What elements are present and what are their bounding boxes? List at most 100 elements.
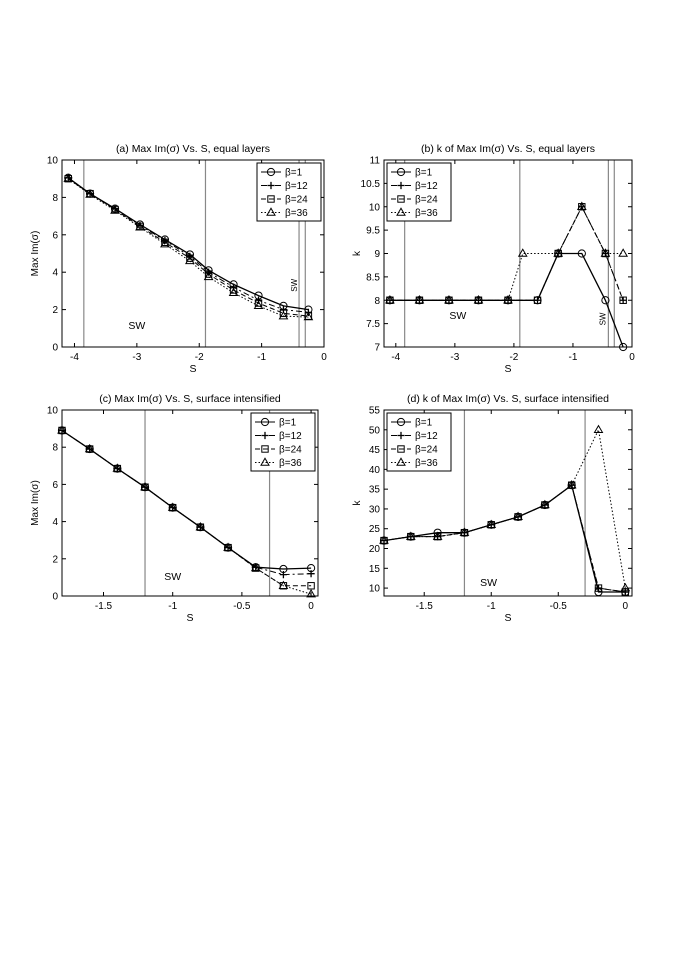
data-point	[487, 521, 495, 529]
y-tick-label: 0	[52, 343, 58, 354]
legend-label: β=24	[285, 195, 308, 206]
chart-panel: (c) Max Im(σ) Vs. S, surface intensified…	[30, 393, 319, 624]
y-tick-label: 10	[47, 406, 59, 417]
data-point	[167, 502, 178, 511]
y-tick-label: 7	[374, 343, 380, 354]
data-point	[566, 479, 577, 489]
data-point	[185, 255, 195, 265]
data-point	[459, 527, 470, 536]
y-axis-label: k	[352, 250, 363, 256]
y-tick-label: 55	[369, 406, 381, 417]
legend-label: β=1	[279, 418, 297, 429]
x-tick-label: -0.5	[233, 601, 251, 612]
region-annotation: SW	[480, 577, 497, 589]
data-point	[112, 463, 123, 472]
legend-marker	[396, 457, 406, 466]
y-tick-label: 35	[369, 485, 381, 496]
y-tick-label: 6	[52, 230, 58, 241]
legend-marker	[261, 431, 269, 440]
series-line	[389, 205, 624, 301]
x-axis-label: S	[504, 612, 511, 624]
series-line	[384, 484, 626, 593]
data-point	[553, 248, 564, 257]
legend: β=1 β=12 β=24 β=36	[386, 412, 452, 472]
data-point	[303, 311, 314, 321]
legend-label: β=12	[285, 181, 308, 192]
y-tick-label: 15	[369, 564, 381, 575]
legend-marker	[397, 195, 405, 203]
data-point	[577, 249, 586, 258]
series-line	[389, 205, 624, 301]
x-tick-label: -3	[450, 352, 459, 363]
data-point	[135, 222, 145, 231]
data-point	[380, 536, 388, 545]
plot-frame	[383, 409, 633, 597]
legend-marker	[266, 167, 276, 177]
data-point	[405, 531, 416, 540]
region-annotation: SW	[449, 310, 466, 322]
chart-title: (b) k of Max Im(σ) Vs. S, equal layers	[421, 143, 595, 155]
legend-label: β=12	[415, 181, 438, 192]
y-tick-label: 4	[52, 268, 58, 279]
y-tick-label: 2	[52, 554, 58, 565]
legend-label: β=36	[415, 458, 438, 469]
data-point	[85, 189, 95, 198]
legend-label: β=24	[279, 445, 302, 456]
data-point	[228, 287, 239, 296]
series-group	[62, 429, 312, 595]
legend-label: β=24	[415, 195, 438, 206]
legend-marker	[267, 195, 275, 203]
data-point	[620, 582, 631, 592]
data-point	[204, 270, 213, 278]
chart-panel: (a) Max Im(σ) Vs. S, equal layers -4 -3 -2 -…	[30, 143, 327, 375]
legend-marker	[267, 181, 275, 190]
x-axis-label: S	[186, 612, 193, 624]
x-tick-label: -1	[568, 352, 577, 363]
series-line	[384, 484, 626, 593]
data-point	[84, 443, 95, 453]
series-line	[67, 178, 309, 318]
data-point	[621, 588, 629, 596]
y-tick-label: 20	[369, 544, 381, 555]
legend-label: β=36	[285, 208, 308, 219]
y-tick-label: 8	[52, 193, 58, 204]
data-point	[279, 571, 288, 579]
x-tick-label: -1	[168, 601, 177, 612]
legend-label: β=36	[415, 208, 438, 219]
data-point	[593, 424, 604, 433]
region-annotation: SW	[598, 312, 607, 325]
chart-title: (d) k of Max Im(σ) Vs. S, surface intens…	[407, 393, 609, 405]
y-tick-label: 0	[52, 592, 58, 603]
legend: β=1 β=12 β=24 β=36	[256, 162, 322, 222]
x-tick-label: -3	[132, 352, 141, 363]
data-point	[306, 588, 316, 598]
data-point	[539, 499, 550, 509]
y-tick-label: 9	[374, 249, 380, 260]
data-point	[253, 300, 264, 310]
x-tick-label: -1	[487, 601, 496, 612]
legend-label: β=1	[415, 418, 433, 429]
data-point	[279, 582, 288, 590]
y-tick-label: 10.5	[361, 179, 381, 190]
legend-marker	[396, 167, 406, 177]
data-point	[444, 295, 454, 304]
data-point	[432, 531, 443, 540]
series-line	[384, 428, 626, 589]
y-axis-label: Max Im(σ)	[30, 231, 41, 277]
y-tick-label: 7.5	[366, 319, 380, 330]
y-tick-label: 10	[369, 202, 381, 213]
data-point	[63, 173, 74, 182]
data-point	[533, 296, 542, 304]
x-tick-label: -1	[257, 352, 266, 363]
y-tick-label: 40	[369, 465, 381, 476]
data-point	[517, 248, 528, 257]
data-point	[621, 588, 629, 596]
legend-label: β=1	[285, 168, 303, 179]
data-point	[385, 295, 395, 304]
data-point	[594, 584, 603, 592]
legend: β=1 β=12 β=24 β=36	[250, 412, 316, 472]
data-point	[414, 295, 425, 304]
y-axis-label: Max Im(σ)	[30, 480, 41, 526]
data-point	[594, 584, 603, 592]
data-point	[110, 205, 120, 214]
